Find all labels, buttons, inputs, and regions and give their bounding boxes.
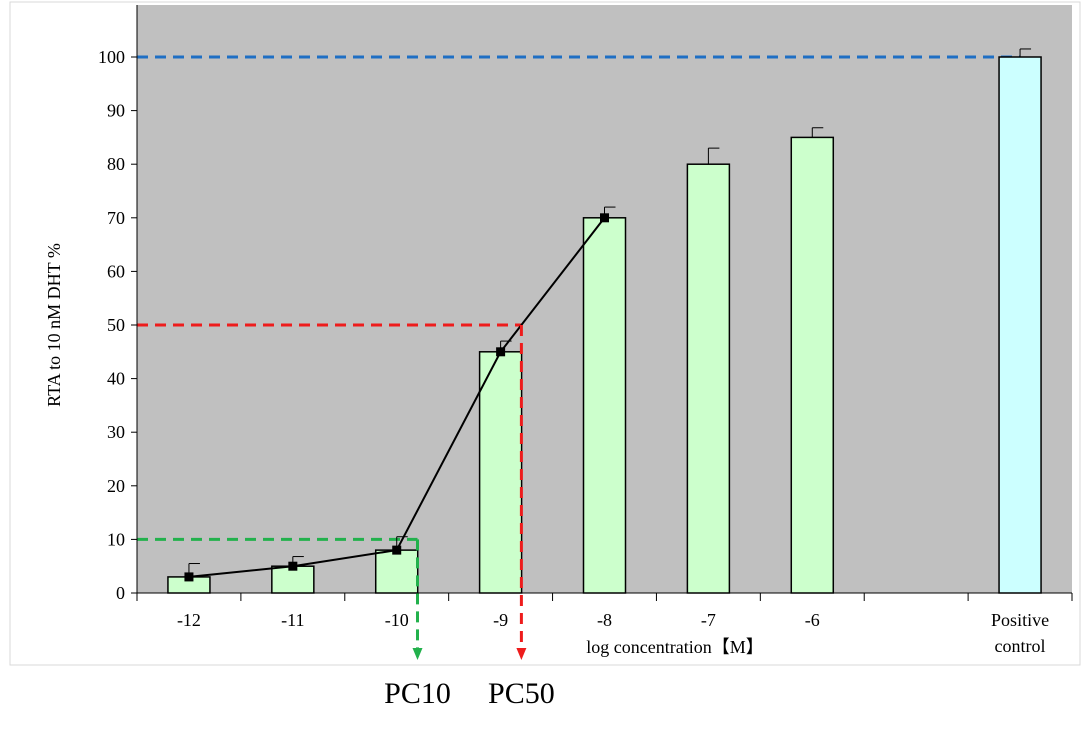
y-tick-label: 30 (107, 422, 125, 442)
reference-arrow-pc50 (516, 648, 527, 660)
y-tick-label: 70 (107, 208, 125, 228)
y-tick-label: 80 (107, 154, 125, 174)
line-point (184, 572, 194, 582)
line-point (392, 545, 402, 555)
y-tick-label: 50 (107, 315, 125, 335)
x-tick-label: -11 (281, 610, 304, 630)
bar (478, 351, 523, 594)
x-tick-label: -6 (805, 610, 820, 630)
x-tick-label: control (995, 636, 1046, 656)
bar (998, 56, 1042, 594)
bar (686, 163, 731, 594)
bar (790, 136, 835, 594)
reference-arrow-pc10 (412, 648, 423, 660)
bar (374, 549, 419, 594)
x-tick-label: -12 (177, 610, 201, 630)
x-tick-label: Positive (991, 610, 1049, 630)
y-tick-label: 20 (107, 476, 125, 496)
reference-label-pc10: PC10 (384, 677, 451, 710)
y-tick-label: 100 (98, 47, 125, 67)
y-tick-label: 90 (107, 101, 125, 121)
x-tick-label: -9 (493, 610, 508, 630)
y-tick-label: 0 (116, 583, 125, 603)
line-point (496, 347, 506, 357)
x-tick-label: -10 (385, 610, 409, 630)
x-tick-label: -7 (701, 610, 716, 630)
reference-label-pc50: PC50 (488, 677, 555, 710)
bar (582, 217, 627, 594)
line-point (288, 561, 298, 571)
y-tick-label: 40 (107, 369, 125, 389)
x-tick-label: -8 (597, 610, 612, 630)
x-axis-title: log concentration【M】 (586, 637, 763, 657)
y-tick-label: 60 (107, 261, 125, 281)
y-axis-title: RTA to 10 nM DHT % (44, 243, 64, 407)
y-tick-label: 10 (107, 529, 125, 549)
line-point (600, 213, 609, 223)
